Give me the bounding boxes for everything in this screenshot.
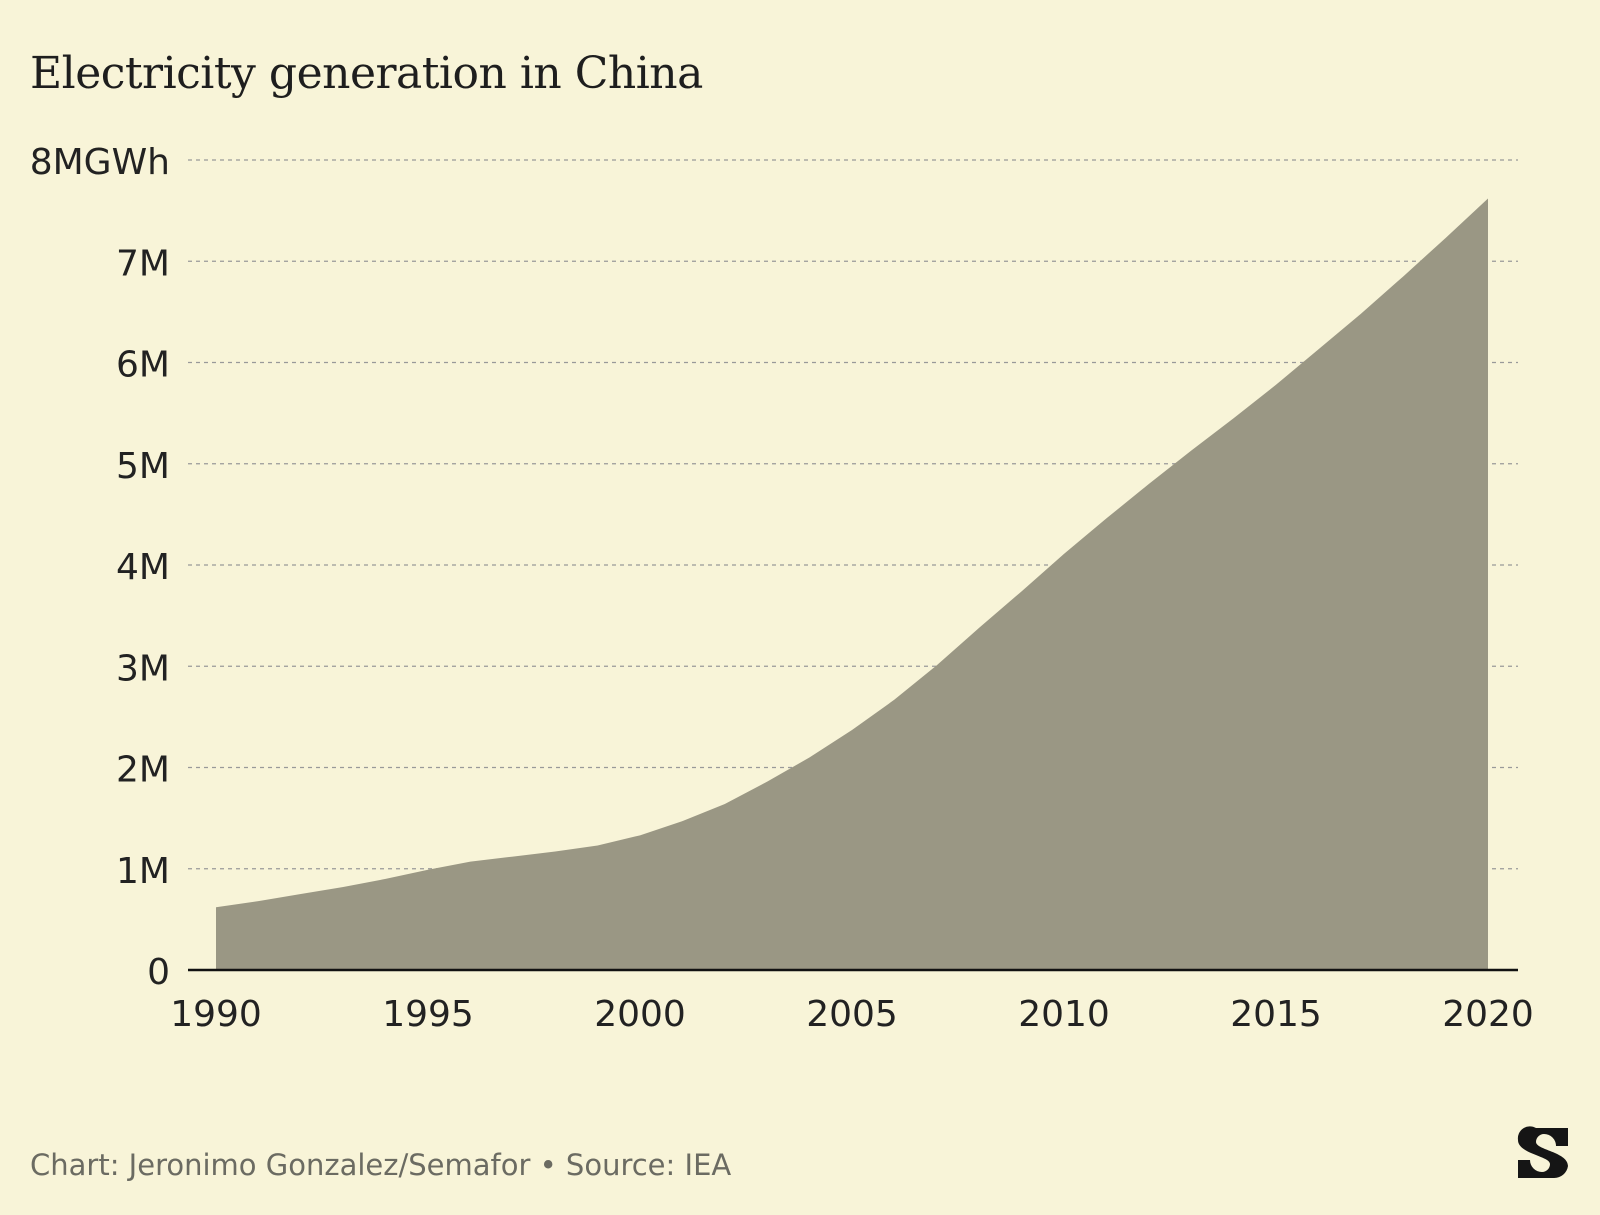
x-tick-label: 2020 — [1442, 994, 1534, 1035]
y-tick-label: 2M — [116, 750, 170, 791]
y-tick-label: 1M — [116, 851, 170, 892]
x-tick-label: 2015 — [1230, 994, 1322, 1035]
y-tick-label: 3M — [116, 648, 170, 689]
semafor-s-logo-icon — [1517, 1126, 1568, 1179]
area-series — [216, 198, 1488, 971]
y-tick-label: 8MGWh — [30, 142, 170, 183]
y-tick-label: 5M — [116, 446, 170, 487]
y-tick-label: 0 — [147, 952, 170, 993]
chart-title: Electricity generation in China — [30, 48, 703, 99]
x-tick-label: 2010 — [1018, 994, 1110, 1035]
area-fill — [216, 198, 1488, 971]
x-tick-label: 2005 — [806, 994, 898, 1035]
y-tick-label: 6M — [116, 345, 170, 386]
x-tick-label: 1995 — [382, 994, 474, 1035]
y-tick-label: 4M — [116, 547, 170, 588]
x-tick-label: 2000 — [594, 994, 686, 1035]
y-tick-label: 7M — [116, 243, 170, 284]
x-tick-labels: 1990 1995 2000 2005 2010 2015 2020 — [170, 994, 1534, 1035]
x-tick-label: 1990 — [170, 994, 262, 1035]
chart-credit: Chart: Jeronimo Gonzalez/Semafor • Sourc… — [30, 1148, 732, 1182]
y-tick-labels: 0 1M 2M 3M 4M 5M 6M 7M 8MGWh — [30, 142, 170, 993]
